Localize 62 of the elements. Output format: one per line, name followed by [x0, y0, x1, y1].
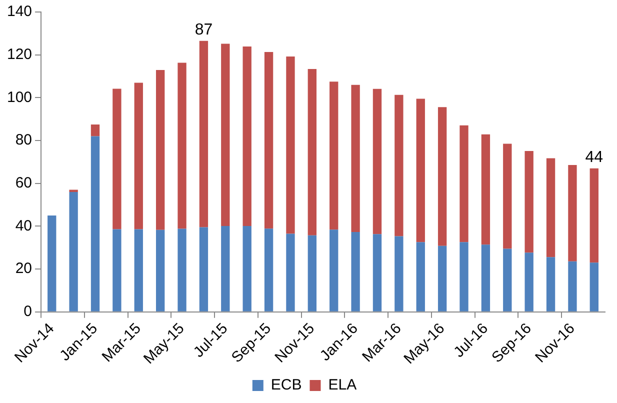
bar	[503, 248, 512, 312]
bar	[112, 88, 122, 230]
bar	[460, 242, 468, 312]
bar	[481, 244, 490, 312]
data-label: 44	[585, 148, 604, 166]
bar	[394, 94, 404, 236]
bar	[48, 216, 56, 312]
bar	[590, 262, 598, 312]
bar	[242, 46, 252, 226]
bar	[199, 227, 208, 312]
data-label: 87	[194, 21, 213, 38]
bar	[394, 236, 404, 312]
bar	[264, 52, 274, 229]
legend-label: ECB	[270, 376, 302, 394]
bar	[351, 232, 360, 312]
bar	[178, 62, 186, 229]
bar	[90, 136, 100, 312]
bar	[286, 234, 295, 312]
bar	[134, 82, 143, 230]
y-tick-label: 20	[15, 260, 32, 278]
bar	[524, 151, 534, 253]
bar	[199, 40, 208, 228]
bar	[178, 228, 186, 312]
bar	[134, 229, 143, 312]
y-tick-label: 40	[15, 217, 32, 234]
bar	[242, 226, 252, 312]
bar	[568, 261, 577, 312]
bar	[438, 246, 447, 312]
bar	[546, 257, 556, 312]
bar	[372, 234, 382, 312]
bar	[372, 88, 382, 234]
legend-label: ELA	[328, 376, 357, 394]
bar	[481, 134, 490, 245]
bar	[221, 226, 230, 312]
y-tick-label: 60	[15, 174, 32, 192]
bar	[308, 235, 317, 312]
bar	[112, 229, 122, 312]
bar	[524, 252, 534, 312]
y-tick-label: 80	[15, 132, 32, 149]
bar	[69, 192, 78, 312]
bar	[351, 84, 360, 232]
bar	[90, 124, 100, 136]
bar	[221, 44, 230, 226]
y-tick-label: 100	[6, 88, 32, 106]
y-tick-label: 120	[6, 46, 32, 63]
bar	[568, 164, 577, 262]
y-tick-label: 140	[6, 3, 32, 20]
bar	[156, 70, 165, 230]
bar	[156, 230, 165, 312]
bar	[438, 107, 447, 246]
bar	[546, 158, 556, 258]
bar	[503, 144, 512, 249]
bar	[416, 98, 425, 242]
bar	[416, 242, 425, 312]
bar	[460, 125, 468, 242]
bar	[330, 230, 338, 312]
y-tick-label: 0	[24, 303, 32, 320]
bar	[590, 168, 598, 263]
bar	[308, 68, 317, 236]
bar	[286, 56, 295, 234]
bar	[330, 82, 338, 230]
bar	[264, 228, 274, 312]
